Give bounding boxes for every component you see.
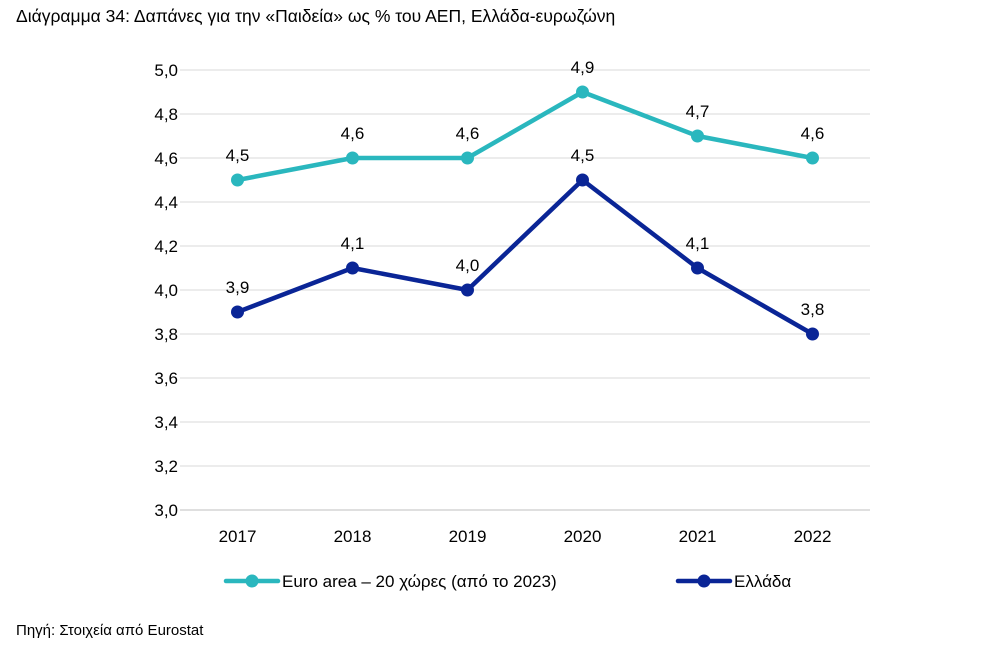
series-1: 4,5 4,6 4,6 4,9 4,7 4,6 [226,58,825,187]
data-point [576,85,589,99]
x-tick-label: 2019 [449,527,487,546]
data-label: 4,7 [686,102,710,121]
y-tick-label: 4,8 [154,105,178,124]
y-tick-label: 4,6 [154,149,178,168]
series-group: 4,5 4,6 4,6 4,9 4,7 4,6 3,9 4,1 4,0 4,5 4,1 3,8 [226,58,825,341]
data-point [691,261,704,275]
data-point [231,173,244,187]
y-tick-label: 3,6 [154,369,178,388]
x-axis-tick-labels: 2017 2018 2019 2020 2021 2022 [219,527,832,546]
data-point [346,261,359,275]
legend-item-1: Euro area – 20 χώρες (από το 2023) [223,572,557,591]
data-label: 3,8 [801,300,825,319]
y-tick-label: 5,0 [154,61,178,80]
x-tick-label: 2021 [679,527,717,546]
data-label: 4,9 [571,58,595,77]
data-label: 3,9 [226,278,250,297]
data-label: 4,0 [456,256,480,275]
y-tick-label: 3,4 [154,413,178,432]
data-label: 4,5 [571,146,595,165]
legend-label: Euro area – 20 χώρες (από το 2023) [282,572,557,591]
legend-marker [697,574,711,588]
data-label: 4,6 [801,124,825,143]
series-line [235,177,815,337]
series-2: 3,9 4,1 4,0 4,5 4,1 3,8 [226,146,825,341]
y-axis-tick-labels: 3,0 3,2 3,4 3,6 3,8 4,0 4,2 4,4 4,6 4,8 5,0 [154,61,178,520]
y-tick-label: 3,2 [154,457,178,476]
data-label: 4,1 [341,234,365,253]
data-label: 4,5 [226,146,250,165]
x-tick-label: 2017 [219,527,257,546]
data-point [806,151,819,165]
data-point [806,327,819,341]
legend: Euro area – 20 χώρες (από το 2023) Ελλάδα [223,572,791,591]
x-tick-label: 2020 [564,527,602,546]
x-tick-label: 2018 [334,527,372,546]
legend-marker [245,574,259,588]
legend-item-2: Ελλάδα [675,572,791,591]
chart-title: Διάγραμμα 34: Δαπάνες για την «Παιδεία» … [16,6,616,26]
data-point [231,305,244,319]
data-label: 4,1 [686,234,710,253]
data-label: 4,6 [341,124,365,143]
y-tick-label: 4,4 [154,193,178,212]
data-point [461,151,474,165]
source-note: Πηγή: Στοιχεία από Eurostat [16,622,204,639]
y-tick-label: 4,2 [154,237,178,256]
x-tick-label: 2022 [794,527,832,546]
data-label: 4,6 [456,124,480,143]
data-point [576,173,589,187]
y-tick-label: 4,0 [154,281,178,300]
legend-label: Ελλάδα [734,572,791,591]
series-line [235,89,815,183]
gridlines [180,69,870,511]
data-point [691,129,704,143]
y-tick-label: 3,8 [154,325,178,344]
y-tick-label: 3,0 [154,501,178,520]
data-point [461,283,474,297]
data-point [346,151,359,165]
